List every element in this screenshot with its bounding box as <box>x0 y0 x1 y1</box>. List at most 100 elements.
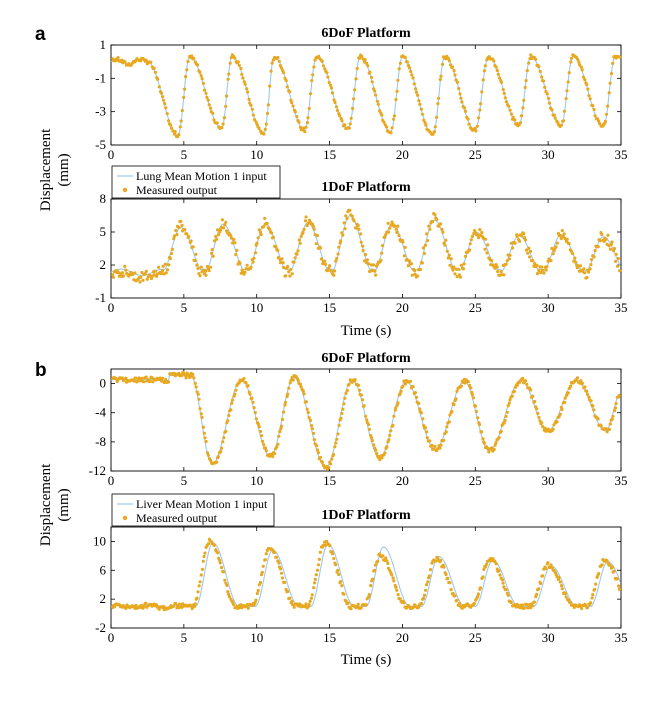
measured-point <box>170 247 174 251</box>
measured-point <box>280 576 285 580</box>
measured-point <box>333 100 337 104</box>
measured-point <box>576 57 580 62</box>
chart-b-1dof: 1DoF Platform 0 5 10 15 20 25 30 35 10 6 2 -2 <box>93 508 628 645</box>
measured-point <box>425 239 430 243</box>
measured-point <box>169 251 173 256</box>
measured-point <box>313 581 317 585</box>
measured-point <box>347 383 351 387</box>
measured-point <box>183 228 187 232</box>
measured-point <box>201 559 205 563</box>
measured-point <box>298 241 302 245</box>
measured-point <box>282 410 286 414</box>
measured-point <box>132 379 136 383</box>
measured-point <box>581 75 586 79</box>
measured-point <box>410 73 414 77</box>
measured-point <box>216 551 220 555</box>
measured-point <box>616 256 620 261</box>
x-tick-label: 10 <box>250 300 263 315</box>
measured-point <box>481 575 485 579</box>
measured-point <box>423 243 427 247</box>
measured-point <box>478 108 482 112</box>
measured-point <box>453 73 457 77</box>
measured-point <box>177 602 182 606</box>
measured-point <box>583 271 587 275</box>
measured-point <box>428 439 432 443</box>
ylabel-b-line1: Displacement <box>38 463 54 546</box>
measured-point <box>245 87 249 91</box>
measured-point <box>494 65 498 69</box>
measured-point <box>458 92 462 96</box>
measured-point <box>315 234 319 238</box>
measured-point <box>194 385 198 389</box>
measured-point <box>451 65 455 69</box>
measured-point <box>564 97 568 101</box>
measured-point <box>180 373 184 378</box>
measured-point <box>519 234 524 238</box>
measured-point <box>243 82 247 86</box>
measured-point <box>367 262 371 266</box>
measured-point <box>253 251 258 255</box>
x-tick-label: 5 <box>181 147 188 162</box>
measured-point <box>220 446 224 450</box>
measured-point <box>600 232 604 237</box>
measured-point <box>317 54 321 59</box>
measured-point <box>481 78 485 82</box>
measured-point <box>463 109 468 113</box>
measured-point <box>527 61 531 65</box>
measured-point <box>361 244 365 248</box>
x-tick-label: 35 <box>615 473 628 488</box>
measured-point <box>420 112 425 116</box>
measured-point <box>296 249 300 253</box>
measured-point <box>457 87 461 91</box>
measured-point <box>592 255 596 259</box>
measured-point <box>225 94 229 98</box>
measured-point <box>389 429 393 433</box>
measured-point <box>412 82 416 86</box>
measured-point <box>359 240 363 244</box>
measured-point <box>157 265 161 269</box>
measured-point <box>321 64 325 68</box>
measured-point <box>221 122 225 126</box>
measured-point <box>337 245 341 249</box>
measured-point <box>355 66 359 71</box>
chart-a-1dof: 1DoF Platform 0 5 10 15 20 25 30 35 8 5 2 -1 <box>95 180 627 315</box>
measured-point <box>521 376 525 380</box>
measured-point <box>468 242 472 246</box>
y-tick-label: -8 <box>95 434 106 449</box>
measured-point <box>446 576 450 581</box>
chart-title: 1DoF Platform <box>321 508 411 523</box>
measured-point <box>233 241 237 245</box>
measured-point <box>356 383 361 387</box>
x-tick-label: 20 <box>396 300 409 315</box>
measured-point <box>374 448 378 452</box>
measured-point <box>275 445 279 449</box>
measured-point <box>539 581 543 586</box>
measured-point <box>585 83 589 87</box>
y-tick-label: -4 <box>95 405 106 420</box>
measured-point <box>563 400 567 404</box>
measured-point <box>387 438 391 442</box>
measured-point <box>618 55 622 59</box>
measured-point <box>343 123 347 127</box>
measured-point <box>325 71 329 75</box>
measured-point <box>288 274 292 278</box>
measured-point <box>217 233 221 237</box>
legend-a-input-label: Lung Mean Motion 1 input <box>136 169 267 183</box>
measured-point <box>317 557 321 562</box>
measured-point <box>137 376 141 380</box>
measured-point <box>220 565 224 570</box>
y-tick-label: 0 <box>100 376 107 391</box>
x-tick-label: 15 <box>323 473 336 488</box>
measured-point <box>433 444 437 448</box>
measured-point <box>209 106 213 110</box>
measured-point <box>375 452 379 456</box>
measured-point <box>413 272 417 276</box>
measured-point <box>235 248 239 252</box>
measured-point <box>228 61 232 65</box>
measured-point <box>138 280 142 284</box>
measured-point <box>207 269 211 273</box>
measured-point <box>578 264 583 268</box>
measured-point <box>157 607 161 611</box>
measured-point <box>440 62 445 66</box>
measured-point <box>360 54 364 59</box>
